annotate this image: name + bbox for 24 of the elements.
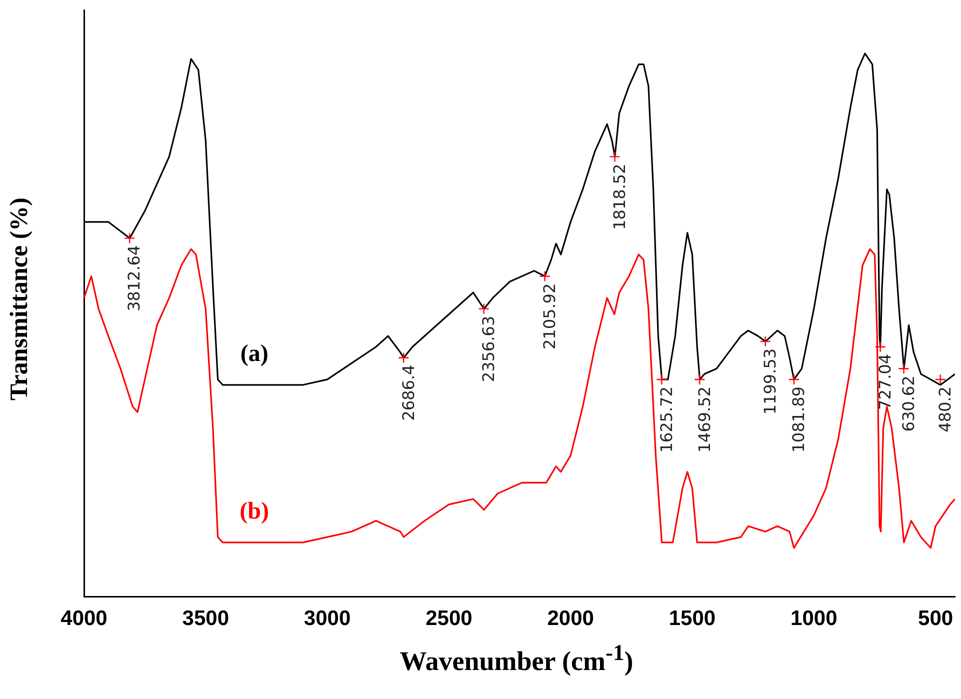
annotation: 1818.52 <box>610 164 629 230</box>
annotation: 1469.52 <box>694 386 714 453</box>
annotation: 727.04 <box>875 354 894 410</box>
x-tick-label: 4000 <box>60 607 108 630</box>
annotation: 2686.4 <box>398 364 418 421</box>
x-tick-label: 500 <box>918 607 954 630</box>
annotation: 480.2 <box>936 386 955 432</box>
annotation: 1625.72 <box>656 386 676 453</box>
x-tick-label: 3000 <box>304 607 351 630</box>
x-tick-label: 2000 <box>547 607 594 630</box>
x-tick-label: 2500 <box>426 607 472 630</box>
series-label: (a) <box>240 341 268 368</box>
annotation: 3812.64 <box>124 245 144 312</box>
x-tick-label: 1000 <box>790 607 838 630</box>
annotation: 1081.89 <box>789 386 808 453</box>
x-axis-title: Wavenumber (cm$^{-1}$) <box>398 640 634 677</box>
x-tick-label: 1500 <box>668 607 716 630</box>
x-tick-label: 3500 <box>182 607 230 630</box>
series-label: (b) <box>240 498 269 525</box>
annotation: 1199.53 <box>760 348 780 415</box>
annotation: 2105.92 <box>540 283 559 350</box>
y-axis-title: Transmittance (%) <box>6 196 34 402</box>
annotation: 630.62 <box>898 376 918 432</box>
annotation: 2356.63 <box>478 316 498 382</box>
